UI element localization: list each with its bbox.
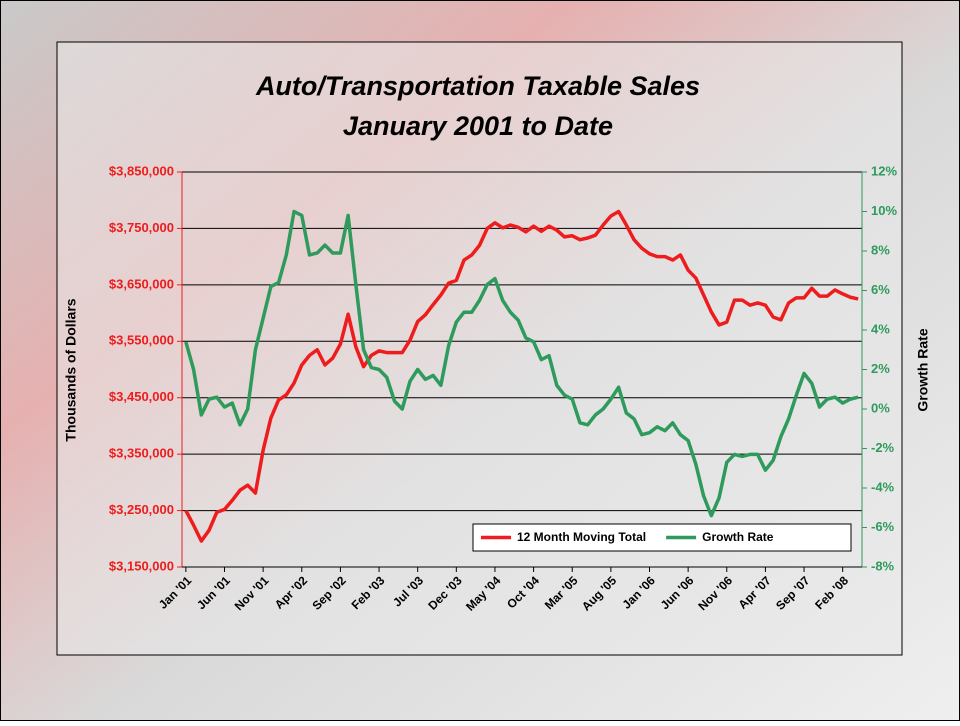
legend-label: Growth Rate (702, 530, 774, 544)
y-tick-label: $3,550,000 (109, 333, 174, 348)
y-tick-label: $3,850,000 (109, 163, 174, 178)
chart-subtitle: January 2001 to Date (343, 111, 613, 141)
y2-tick-label: 4% (871, 321, 890, 336)
legend-label: 12 Month Moving Total (517, 530, 646, 544)
y-tick-label: $3,750,000 (109, 220, 174, 235)
y2-tick-label: 12% (871, 163, 897, 178)
chart-title: Auto/Transportation Taxable Sales (255, 71, 700, 101)
y2-tick-label: 8% (871, 242, 890, 257)
y2-tick-label: 6% (871, 282, 890, 297)
y-tick-label: $3,650,000 (109, 276, 174, 291)
y2-tick-label: -6% (871, 519, 895, 534)
y2-tick-label: -2% (871, 440, 895, 455)
y-tick-label: $3,250,000 (109, 502, 174, 517)
y2-tick-label: 2% (871, 361, 890, 376)
y2-tick-label: -8% (871, 558, 895, 573)
y2-tick-label: -4% (871, 479, 895, 494)
y-tick-label: $3,350,000 (109, 446, 174, 461)
chart: Auto/Transportation Taxable Sales Januar… (0, 0, 960, 721)
y2-tick-label: 0% (871, 400, 890, 415)
y2-axis-label: Growth Rate (915, 328, 931, 411)
y-tick-label: $3,150,000 (109, 558, 174, 573)
y-axis-label: Thousands of Dollars (63, 298, 79, 441)
y2-tick-label: 10% (871, 203, 897, 218)
y-tick-label: $3,450,000 (109, 389, 174, 404)
